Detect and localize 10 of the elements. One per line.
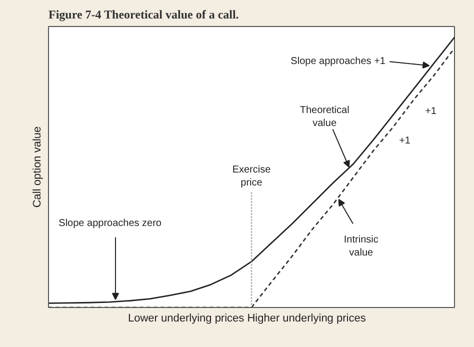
annotation: Intrinsic value: [344, 234, 378, 259]
annotation: Exercise price: [232, 164, 272, 188]
x-axis-title: Lower underlying prices Higher underlying prices: [128, 312, 366, 324]
annotation: Slope approaches zero: [58, 218, 162, 230]
annotation: +1: [425, 106, 437, 117]
annotation: Slope approaches +1: [290, 56, 386, 68]
annotation: +1: [399, 135, 411, 146]
annotation: Theoretical value: [300, 104, 350, 130]
chart-title: Figure 7-4 Theoretical value of a call.: [48, 8, 239, 22]
y-axis-title: Call option value: [32, 126, 44, 208]
